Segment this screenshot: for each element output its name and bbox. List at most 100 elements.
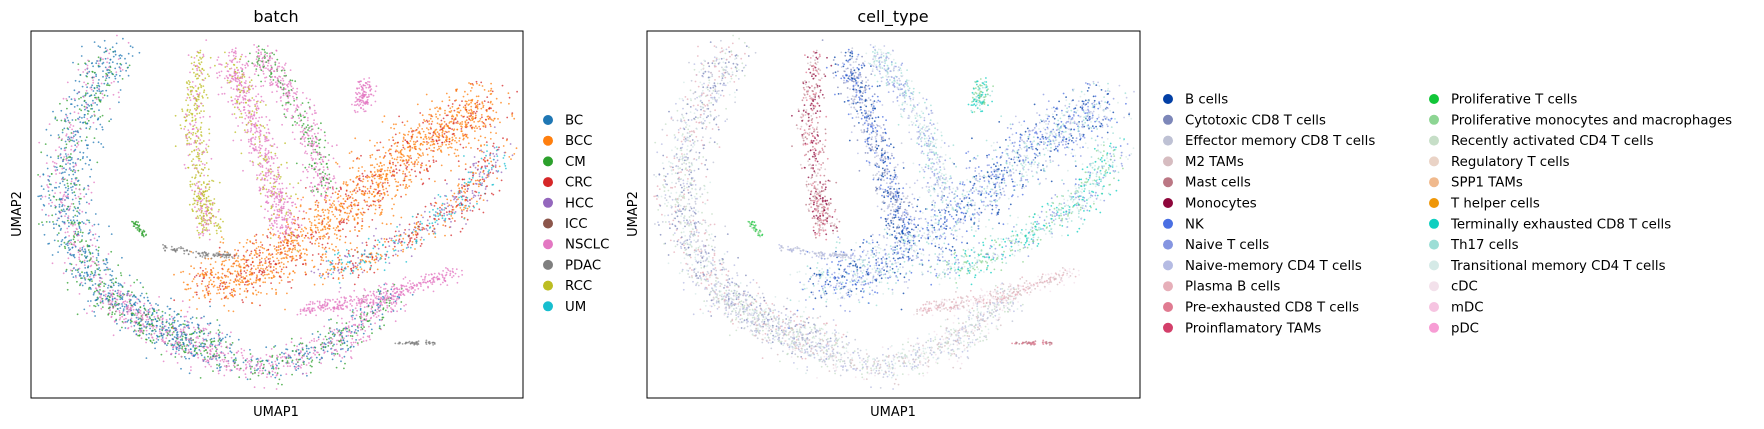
data-point	[305, 372, 308, 375]
data-point	[342, 277, 344, 279]
data-point	[487, 175, 490, 177]
data-point	[177, 320, 179, 322]
data-point	[80, 197, 82, 200]
data-point	[76, 234, 79, 237]
data-point	[115, 298, 118, 301]
data-point	[79, 229, 82, 231]
data-point	[220, 236, 223, 239]
data-point	[355, 314, 358, 317]
data-point	[340, 263, 343, 265]
data-point	[180, 334, 183, 336]
data-point	[152, 327, 155, 329]
data-point	[354, 262, 357, 264]
data-point	[107, 268, 109, 271]
data-point	[290, 337, 293, 340]
data-point	[443, 125, 446, 127]
data-point	[462, 134, 465, 137]
data-point	[489, 152, 492, 155]
data-point	[338, 208, 341, 211]
data-point	[445, 140, 448, 143]
data-point	[493, 126, 496, 128]
data-point	[86, 118, 89, 120]
data-point	[385, 223, 388, 226]
data-point	[268, 370, 270, 373]
data-point	[61, 178, 63, 181]
data-point	[387, 256, 390, 259]
data-point	[486, 159, 489, 162]
data-point	[402, 144, 404, 147]
data-point	[281, 355, 284, 358]
data-point	[473, 162, 475, 165]
data-point	[99, 116, 102, 118]
data-point	[255, 241, 258, 244]
data-point	[111, 270, 114, 273]
data-point	[423, 169, 426, 172]
data-point	[455, 141, 458, 144]
data-point	[455, 196, 458, 198]
data-point	[344, 362, 346, 365]
data-point	[348, 330, 351, 333]
data-point	[431, 222, 434, 225]
data-point	[202, 358, 205, 361]
data-point	[427, 132, 430, 134]
data-point	[70, 103, 73, 105]
data-point	[322, 283, 324, 286]
data-point	[70, 145, 73, 148]
data-point	[101, 128, 104, 131]
data-point	[303, 217, 306, 220]
data-point	[253, 386, 256, 389]
data-point	[121, 311, 124, 314]
data-point	[393, 127, 396, 130]
data-point	[472, 84, 475, 86]
data-point	[263, 273, 266, 276]
data-point	[476, 127, 478, 129]
data-point	[129, 308, 131, 311]
data-point	[456, 128, 459, 131]
data-point	[79, 222, 81, 224]
data-point	[419, 132, 422, 135]
data-point	[418, 153, 421, 156]
data-point	[210, 273, 213, 276]
data-point	[70, 254, 73, 257]
data-point	[470, 101, 472, 104]
data-point	[223, 353, 226, 356]
data-point	[205, 328, 208, 331]
data-point	[207, 332, 210, 335]
data-point	[305, 350, 308, 353]
data-point	[196, 308, 198, 310]
data-point	[292, 270, 295, 273]
data-point	[149, 307, 151, 310]
data-point	[240, 348, 243, 350]
data-point	[130, 307, 133, 309]
data-point	[102, 291, 105, 293]
data-point	[116, 292, 119, 295]
data-point	[313, 346, 316, 349]
data-point	[450, 142, 453, 145]
data-point	[483, 172, 486, 175]
data-point	[232, 295, 235, 298]
data-point	[84, 162, 87, 165]
data-point	[202, 269, 204, 272]
data-point	[112, 93, 115, 96]
data-point	[474, 125, 477, 128]
data-point	[492, 165, 495, 168]
data-point	[195, 332, 198, 334]
data-point	[266, 360, 269, 363]
data-point	[166, 334, 169, 337]
data-point	[161, 323, 164, 326]
data-point	[353, 199, 356, 202]
data-point	[151, 312, 154, 314]
data-point	[109, 279, 112, 282]
data-point	[356, 342, 359, 344]
data-point	[97, 249, 100, 252]
data-point	[398, 115, 400, 118]
data-point	[76, 130, 79, 132]
data-point	[451, 217, 454, 220]
data-point	[179, 336, 182, 338]
data-point	[93, 304, 95, 307]
data-point	[352, 181, 355, 183]
data-point	[157, 304, 159, 307]
data-point	[113, 80, 115, 83]
data-point	[360, 323, 363, 326]
data-point	[122, 301, 124, 304]
